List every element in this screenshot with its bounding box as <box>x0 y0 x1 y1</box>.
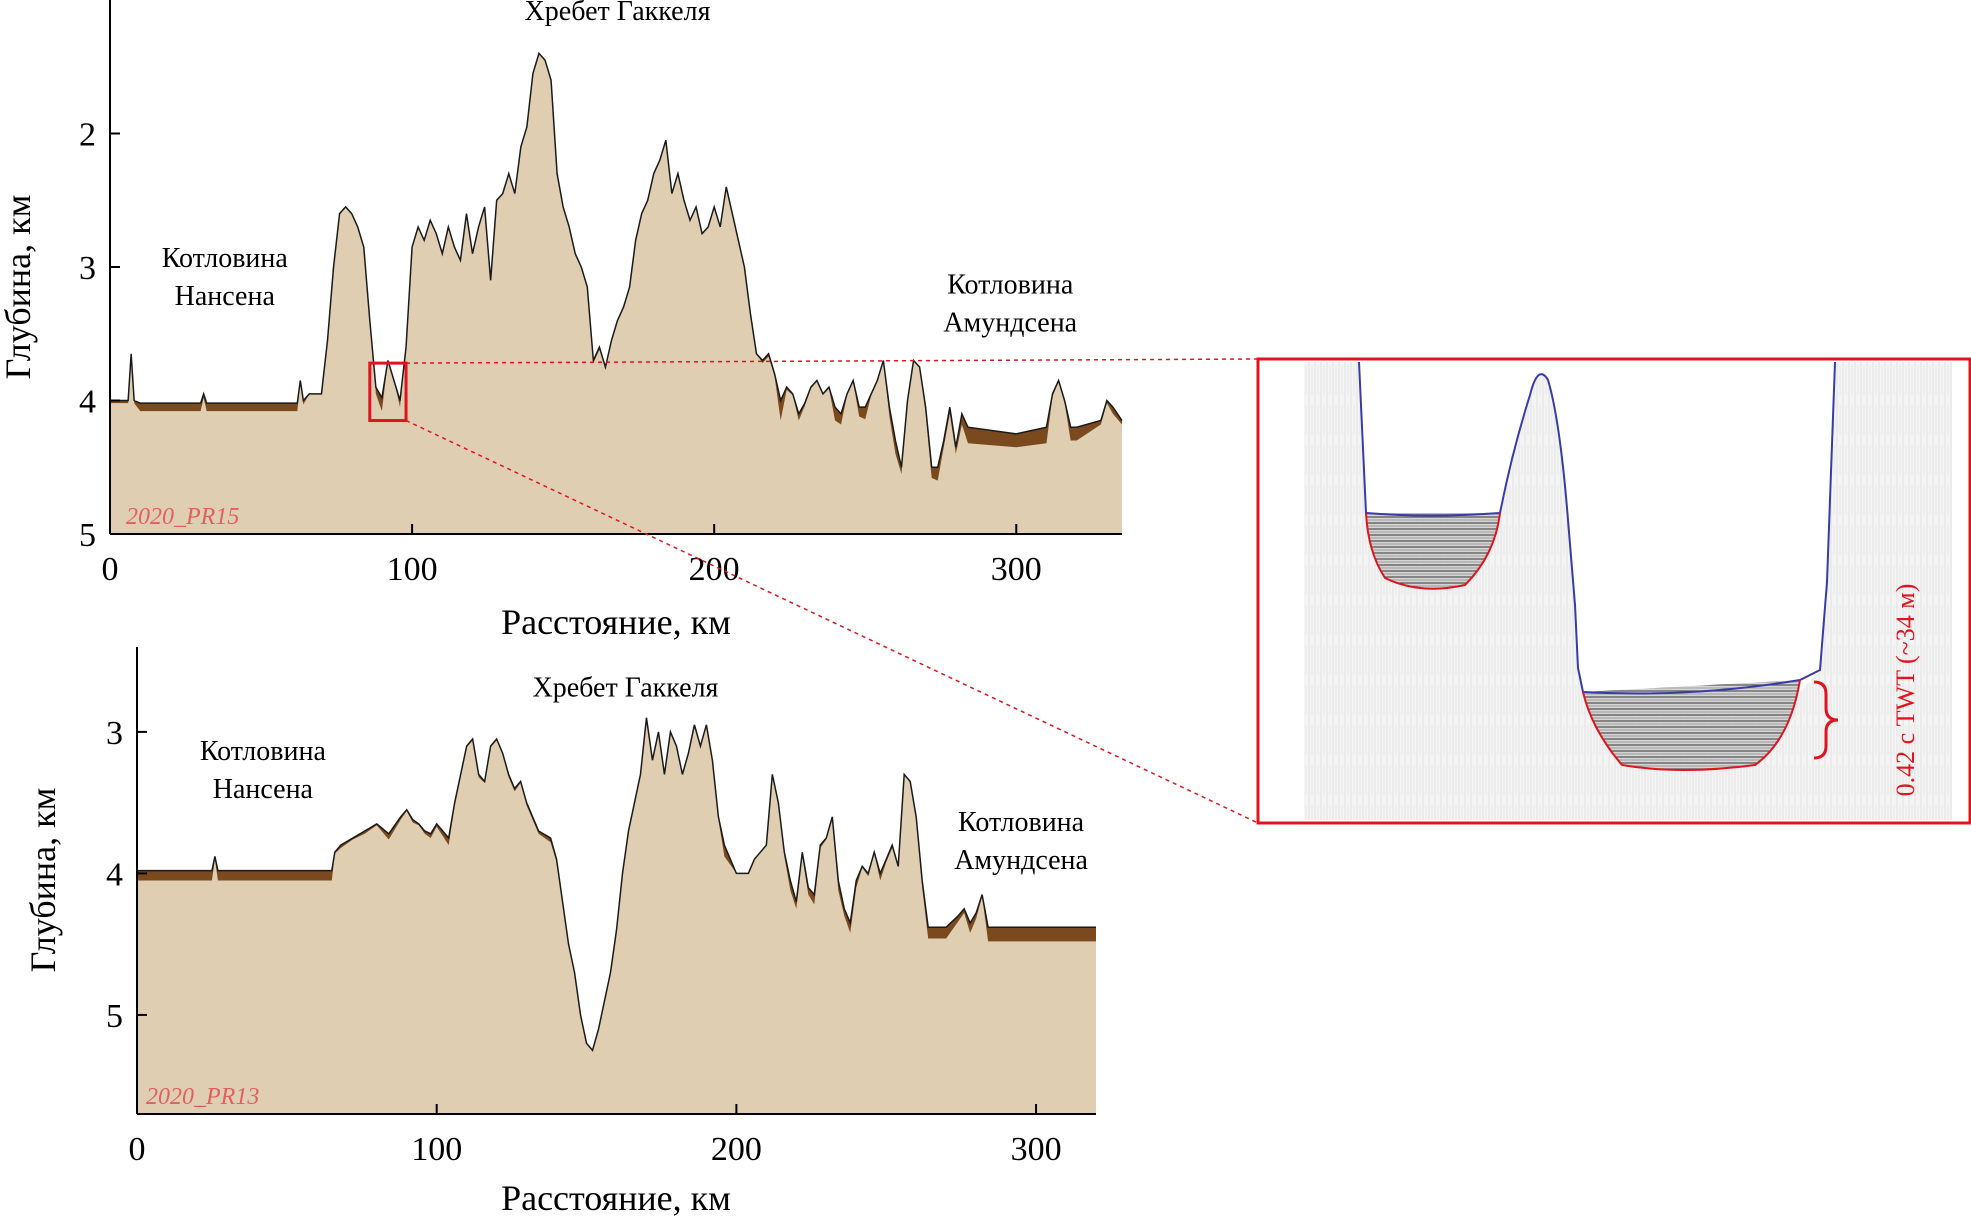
y-tick-label: 3 <box>79 250 96 287</box>
annotation-label: Котловина <box>947 270 1074 301</box>
chart-bottom-pr13: 0 100 200 300 3 4 5 Расстояние, км Глубина, к… <box>23 647 1096 1218</box>
zoom-connector-bottom <box>405 419 1259 824</box>
thickness-brace <box>1813 680 1839 760</box>
seafloor-reflector <box>1358 361 1836 695</box>
x-tick-label: 300 <box>991 551 1042 588</box>
plot-area <box>110 51 1123 535</box>
annotation-label: Амундсена <box>954 845 1088 876</box>
x-axis-label: Расстояние, км <box>501 602 731 642</box>
y-tick-label: 3 <box>106 715 123 752</box>
annotation-label: Котловина <box>200 736 327 767</box>
chart-top-pr15: 0 100 200 300 2 3 4 5 Расстояние, км Глубина, … <box>0 0 1123 642</box>
zoom-connector-top <box>406 358 1259 364</box>
annotation-label: Нансена <box>175 281 276 312</box>
annotation-label: Хребет Гаккеля <box>533 673 719 704</box>
y-ticks: 3 4 5 <box>106 715 147 1035</box>
x-ticks: 0 100 200 300 <box>129 1104 1062 1168</box>
y-ticks: 2 3 4 5 <box>79 117 120 554</box>
x-tick-label: 0 <box>129 1131 146 1168</box>
annotations: Котловина Нансена Хребет Гаккеля Котловина А… <box>200 673 1089 876</box>
sediment-base-right <box>1582 679 1801 771</box>
annotations: Котловина Нансена Хребет Гаккеля Котловина А… <box>162 0 1078 339</box>
x-tick-label: 200 <box>689 551 740 588</box>
y-tick-label: 4 <box>79 384 96 421</box>
x-tick-label: 300 <box>1011 1131 1062 1168</box>
y-tick-label: 4 <box>106 856 123 893</box>
plot-area <box>137 717 1096 1114</box>
annotation-label: Котловина <box>958 807 1085 838</box>
annotation-label: Нансена <box>213 774 314 805</box>
x-tick-label: 0 <box>102 551 119 588</box>
x-tick-label: 100 <box>411 1131 462 1168</box>
profile-tag: 2020_PR13 <box>146 1084 259 1110</box>
annotation-label: Котловина <box>162 243 289 274</box>
basement-area <box>137 717 1096 1114</box>
highlight-box <box>368 361 408 423</box>
sediment-right <box>1583 680 1800 770</box>
basement-area <box>110 53 1122 535</box>
y-tick-label: 5 <box>106 998 123 1035</box>
annotation-label: Амундсена <box>943 308 1077 339</box>
y-tick-label: 2 <box>79 117 96 154</box>
sediment-base-left <box>1365 512 1501 590</box>
x-axis-label: Расстояние, км <box>501 1178 731 1218</box>
y-axis-label: Глубина, км <box>0 195 38 380</box>
x-tick-label: 200 <box>711 1131 762 1168</box>
sediment-left <box>1366 513 1500 589</box>
seafloor-line <box>110 51 1123 468</box>
y-axis-label: Глубина, км <box>23 788 63 973</box>
water-column <box>1359 362 1835 692</box>
seafloor-line <box>137 717 1096 1052</box>
annotation-label: Хребет Гаккеля <box>525 0 711 27</box>
twt-label: 0.42 с TWT (~34 м) <box>1891 584 1920 797</box>
seismic-inset: 0.42 с TWT (~34 м) <box>1256 357 1971 825</box>
x-tick-label: 100 <box>387 551 438 588</box>
y-tick-label: 5 <box>79 517 96 554</box>
profile-tag: 2020_PR15 <box>126 504 239 530</box>
x-ticks: 0 100 200 300 <box>102 524 1042 588</box>
